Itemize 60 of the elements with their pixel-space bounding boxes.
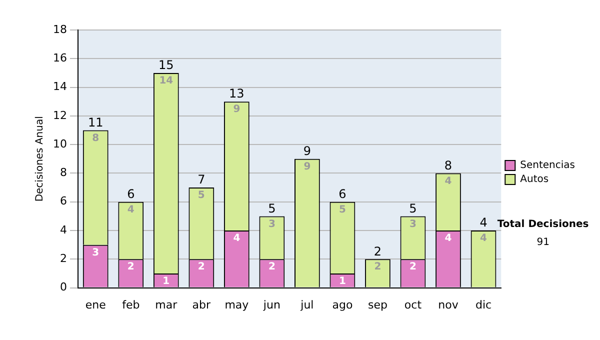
data-label: 5	[338, 204, 346, 216]
total-label: 4	[480, 216, 488, 230]
x-tick-label: abr	[192, 298, 212, 312]
data-label: 5	[198, 190, 205, 202]
y-tick-label: 16	[52, 52, 67, 65]
data-label: 1	[162, 276, 170, 288]
total-label: 15	[158, 58, 174, 72]
total-label: 5	[409, 201, 417, 216]
y-tick-label: 18	[52, 22, 67, 36]
y-tick-label: 4	[60, 223, 67, 236]
data-label: 2	[127, 262, 134, 273]
y-tick-label: 10	[52, 137, 67, 150]
data-label: 3	[268, 218, 276, 230]
y-tick-label: 12	[52, 108, 67, 122]
data-label: 1	[338, 276, 346, 288]
data-label: 2	[374, 262, 382, 273]
data-label: 8	[92, 132, 100, 144]
data-label: 3	[410, 218, 416, 230]
y-tick-label: 2	[60, 252, 67, 266]
data-label: 4	[233, 233, 240, 244]
data-label: 2	[410, 262, 416, 273]
total-label: 11	[88, 115, 104, 130]
total-label: 6	[127, 186, 135, 201]
total-label: 5	[268, 201, 276, 216]
data-label: 4	[480, 233, 488, 244]
total-label: 7	[198, 172, 206, 187]
data-label: 4	[444, 233, 452, 244]
data-label: 3	[92, 247, 100, 258]
total-label: 6	[338, 186, 346, 201]
legend-label: Autos	[520, 174, 549, 186]
x-tick-label: nov	[438, 298, 459, 312]
x-tick-label: dic	[475, 298, 492, 312]
data-label: 9	[304, 161, 311, 172]
x-tick-label: feb	[122, 298, 140, 312]
x-tick-label: mar	[155, 298, 178, 312]
data-label: 4	[444, 176, 452, 187]
total-label: 9	[303, 144, 312, 158]
x-tick-label: jul	[300, 298, 314, 312]
y-tick-label: 6	[60, 194, 67, 208]
x-tick-label: may	[224, 298, 250, 312]
y-tick-label: 8	[60, 166, 67, 180]
data-label: 2	[268, 262, 276, 273]
y-tick-label: 0	[60, 280, 67, 294]
data-label: 14	[159, 76, 174, 87]
annotation: Total Decisiones	[497, 219, 589, 230]
total-label: 8	[444, 158, 452, 172]
data-label: 2	[198, 262, 205, 273]
data-label: 9	[233, 104, 240, 116]
total-label: 13	[229, 86, 244, 101]
x-tick-label: oct	[404, 298, 422, 312]
y-tick-label: 14	[52, 80, 67, 94]
legend-label: Sentencias	[520, 160, 576, 172]
x-tick-label: ago	[332, 298, 353, 312]
data-label: 4	[127, 204, 134, 216]
x-tick-label: sep	[368, 298, 388, 312]
y-axis-title: Decisiones Anual	[34, 116, 46, 202]
x-tick-label: ene	[85, 298, 106, 312]
x-tick-label: jun	[262, 298, 280, 312]
text: 91	[536, 237, 550, 248]
total-label: 2	[374, 244, 382, 258]
